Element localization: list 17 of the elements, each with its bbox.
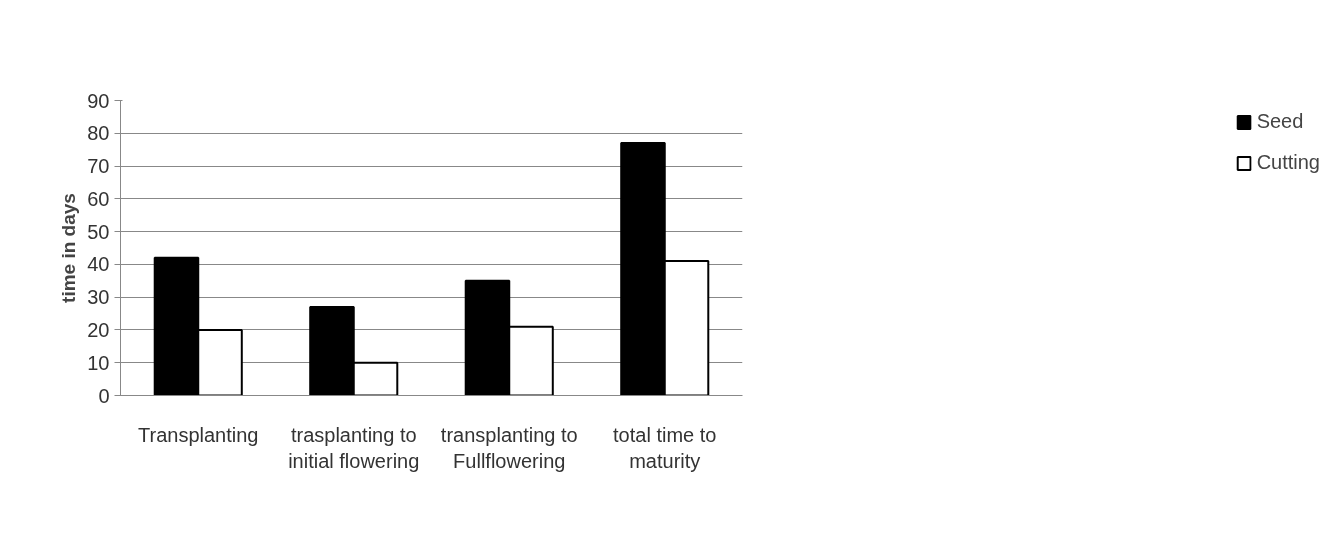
y-tick-label: 30 — [87, 286, 110, 309]
y-tick-label: 90 — [87, 89, 110, 112]
legend-label: Seed — [1256, 110, 1304, 133]
y-tick-label: 20 — [87, 318, 110, 341]
x-tick-label: total time to maturity — [613, 423, 717, 472]
y-tick-label: 80 — [87, 122, 110, 145]
y-tick-label: 60 — [87, 187, 110, 210]
y-tick-label: 70 — [87, 155, 110, 178]
y-tick-label: 50 — [87, 220, 110, 243]
y-tick-label: 40 — [87, 253, 110, 276]
legend-label: Cutting — [1256, 151, 1320, 174]
y-axis-title: time in days — [58, 193, 80, 303]
x-tick-label: trasplanting to initial flowering — [288, 423, 420, 472]
y-tick-label: 10 — [87, 351, 110, 374]
x-tick-label: Transplanting — [138, 423, 259, 446]
x-tick-label: transplanting to Fullflowering — [440, 423, 578, 472]
y-tick-label: 0 — [98, 384, 110, 407]
